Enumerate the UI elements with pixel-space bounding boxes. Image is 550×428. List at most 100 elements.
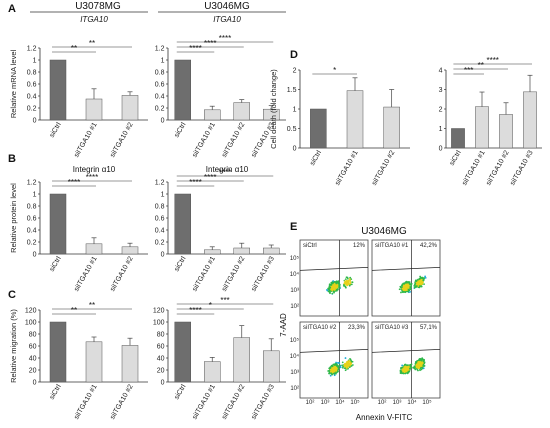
y-tick-label: 20	[157, 367, 165, 374]
flow-y-tick: 10²	[290, 386, 299, 392]
panel-subtitle: ITGA10	[80, 15, 108, 24]
scatter-cloud	[399, 357, 426, 375]
flow-percent-label: 12%	[353, 243, 366, 249]
category-label: siITGA10 #3	[250, 383, 276, 420]
bar-D2-0	[451, 128, 465, 149]
y-tick-label: 60	[29, 343, 37, 350]
category-label: siITGA10 #2	[109, 255, 135, 292]
panel-letter: D	[290, 49, 298, 61]
flow-x-tick: 10²	[306, 400, 315, 406]
y-tick-label: 1	[161, 191, 165, 198]
flow-plot-0: siCtrl 12% 10² 10³ 10⁴ 10⁵	[290, 239, 369, 317]
y-tick-label: 1	[33, 57, 37, 64]
category-label: siITGA10 #2	[371, 149, 397, 186]
panel-letter: B	[8, 153, 16, 165]
significance-label: ****	[219, 34, 231, 43]
significance-label: *	[333, 66, 336, 75]
significance-label: ****	[189, 44, 201, 53]
significance-label: **	[71, 306, 77, 315]
flow-plot-2: siITGA10 #2 23,3% 10² 10³ 10⁴ 10⁵ 10² 10³ 10⁴ 10⁵	[290, 321, 369, 406]
y-tick-label: 0	[293, 145, 297, 152]
flow-y-tick: 10⁴	[290, 271, 300, 278]
panel-letter: E	[290, 221, 297, 233]
bar-A2-1	[204, 109, 221, 121]
y-tick-label: 2	[439, 106, 443, 113]
y-tick-label: 80	[29, 331, 37, 338]
chart-B1: B Integrin α10 0 0.2 0.4 0.6 0.8 1 1.2 Relative p…	[8, 153, 148, 293]
flow-x-tick: 10³	[321, 400, 330, 406]
y-tick-label: 20	[29, 367, 37, 374]
bar-B2-2	[233, 247, 250, 255]
bar-D2-1	[475, 106, 489, 149]
category-label: siITGA10 #2	[109, 383, 135, 420]
y-tick-label: 1	[293, 106, 297, 113]
y-tick-label: 1.5	[287, 87, 297, 94]
y-tick-label: 0.8	[27, 203, 37, 210]
flow-plot-3: siITGA10 #3 57,1% 10² 10³ 10⁴ 10⁵	[371, 321, 441, 406]
chart-A1: A U3078MG ITGA10 0 0.2 0.4 0.6 0.8 1 1.2 Relative …	[8, 1, 148, 159]
y-tick-label: 0	[161, 379, 165, 386]
gate-horizontal	[299, 349, 369, 353]
y-tick-label: 1.2	[27, 179, 37, 186]
bar-D1-1	[346, 90, 364, 149]
y-tick-label: 1.2	[155, 45, 165, 52]
bar-C1-1	[85, 341, 103, 383]
significance-label: ***	[220, 296, 229, 305]
y-tick-label: 0.4	[155, 227, 165, 234]
y-tick-label: 0	[439, 145, 443, 152]
bar-A1-1	[85, 98, 103, 121]
flow-x-tick: 10⁴	[407, 399, 417, 406]
flow-percent-label: 42,2%	[420, 243, 438, 249]
panel-title: U3078MG	[75, 1, 121, 12]
flow-x-tick: 10²	[378, 400, 387, 406]
y-tick-label: 0.4	[27, 93, 37, 100]
y-tick-label: 4	[439, 67, 443, 74]
category-label: siCtrl	[173, 255, 187, 273]
y-tick-label: 0.6	[155, 81, 165, 88]
panel-letter: C	[8, 289, 16, 301]
y-axis-label: Relative protein level	[9, 183, 18, 253]
y-tick-label: 0.6	[27, 215, 37, 222]
category-label: siCtrl	[49, 255, 63, 273]
y-tick-label: 40	[157, 355, 165, 362]
bar-B2-1	[204, 249, 221, 255]
significance-label: **	[89, 301, 95, 310]
category-label: siITGA10 #2	[221, 383, 247, 420]
flow-y-tick: 10³	[290, 370, 299, 376]
y-tick-label: 40	[29, 355, 37, 362]
bar-C1-2	[121, 345, 139, 383]
scatter-cloud	[398, 275, 427, 294]
y-tick-label: 0	[33, 251, 37, 258]
category-label: siITGA10 #3	[509, 149, 535, 186]
category-label: siITGA10 #1	[461, 149, 487, 186]
y-tick-label: 0	[161, 117, 165, 124]
significance-label: ****	[86, 173, 98, 182]
category-label: siCtrl	[173, 383, 187, 401]
y-tick-label: 1	[439, 126, 443, 133]
panel-letter: A	[8, 3, 16, 15]
flow-x-tick: 10³	[393, 400, 402, 406]
y-tick-label: 120	[25, 307, 37, 314]
scatter-cloud	[327, 357, 354, 377]
category-label: siCtrl	[309, 149, 323, 167]
bar-C2-3	[263, 350, 280, 383]
bar-A2-0	[174, 59, 191, 121]
y-tick-label: 0.8	[27, 69, 37, 76]
y-tick-label: 60	[157, 343, 165, 350]
flow-frame	[371, 239, 441, 317]
flow-sample-label: siITGA10 #3	[375, 325, 409, 331]
y-tick-label: 80	[157, 331, 165, 338]
significance-label: **	[71, 44, 77, 53]
y-tick-label: 0.2	[27, 105, 37, 112]
y-tick-label: 0.6	[27, 81, 37, 88]
flow-sample-label: siITGA10 #1	[375, 243, 409, 249]
y-tick-label: 0.6	[155, 215, 165, 222]
flow-frame	[371, 321, 441, 399]
flow-title: U3046MG	[361, 226, 407, 237]
flow-y-tick: 10³	[290, 288, 299, 294]
bar-B1-1	[85, 243, 103, 255]
y-tick-label: 0.2	[155, 239, 165, 246]
bar-C2-2	[233, 337, 250, 383]
